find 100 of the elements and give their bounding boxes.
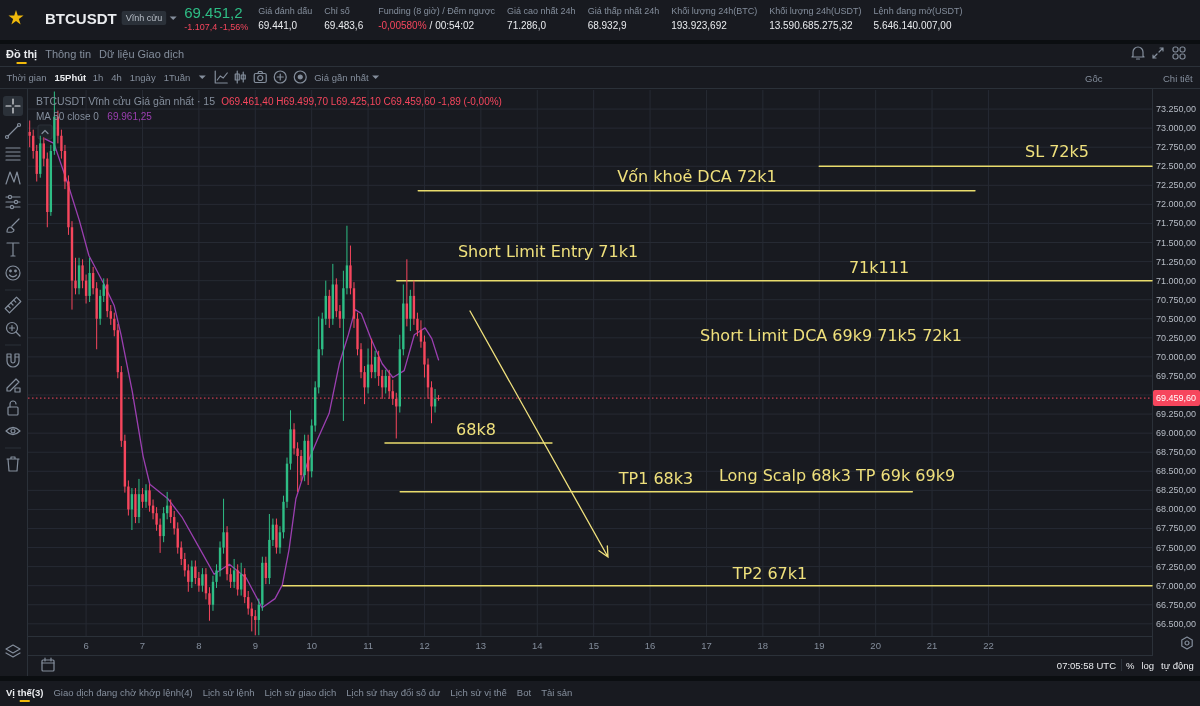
annotation: 71k111 xyxy=(848,257,910,277)
y-tick-label: 71.750,00 xyxy=(1156,218,1197,229)
candlestick xyxy=(162,506,165,543)
annotation: 68k8 xyxy=(456,419,496,439)
text: Bot xyxy=(516,686,532,698)
y-tick-label: 69.750,00 xyxy=(1156,370,1197,381)
x-tick-label: 8 xyxy=(196,639,202,651)
text: log xyxy=(1141,659,1155,671)
y-tick-label: 71.500,00 xyxy=(1156,237,1197,248)
text: Giao dịch đang chờ khớp lệnh(4) xyxy=(53,686,193,698)
x-tick-label: 14 xyxy=(531,639,543,651)
text: Giá đánh dấu xyxy=(258,6,313,16)
y-tick-label: 70.500,00 xyxy=(1156,313,1197,324)
text: 68.932,9 xyxy=(587,19,627,31)
y-tick-label: 69.000,00 xyxy=(1156,428,1197,439)
x-tick-label: 15 xyxy=(588,639,599,651)
text: 15Phút xyxy=(54,71,88,83)
y-tick-label: 67.500,00 xyxy=(1156,542,1197,553)
text: Vĩnh cửu xyxy=(125,13,163,23)
text: 71.286,0 xyxy=(507,19,547,31)
x-tick-label: 22 xyxy=(983,639,994,651)
candlestick xyxy=(236,563,239,597)
text: Giá thấp nhất 24h xyxy=(587,6,660,16)
x-tick-label: 7 xyxy=(139,639,146,651)
text: 07:05:58 UTC xyxy=(1056,659,1117,671)
x-tick-label: 13 xyxy=(475,639,487,651)
y-tick-label: 67.000,00 xyxy=(1156,580,1197,591)
x-tick-label: 19 xyxy=(813,639,825,651)
x-tick-label: 17 xyxy=(701,639,712,651)
text: Chỉ số xyxy=(324,6,350,16)
x-tick-label: 9 xyxy=(252,639,258,651)
candlestick xyxy=(370,338,373,379)
y-tick-label: 67.750,00 xyxy=(1156,523,1197,534)
candlestick xyxy=(328,289,331,329)
y-tick-label: 72.500,00 xyxy=(1156,161,1197,172)
candlestick xyxy=(88,257,91,303)
y-tick-label: 68.000,00 xyxy=(1156,504,1197,515)
candlestick xyxy=(409,289,412,332)
x-tick-label: 12 xyxy=(419,639,430,651)
y-tick-label: 70.750,00 xyxy=(1156,294,1197,305)
x-tick-label: 20 xyxy=(870,639,881,651)
text: Lịch sử giao dịch xyxy=(264,686,337,698)
text: Funding (8 giờ) / Đếm ngược xyxy=(378,6,496,16)
candlestick xyxy=(275,518,278,555)
text: Thời gian xyxy=(6,71,47,83)
text: Khối lượng 24h(USDT) xyxy=(769,6,862,16)
x-tick-label: 11 xyxy=(363,639,374,651)
annotation: O69.461,40 H69.499,70 L69.425,10 C69.459,60 -1,89 (-0,00%) xyxy=(221,95,502,107)
text: % xyxy=(1126,659,1135,671)
text: Giá gần nhất xyxy=(314,71,369,83)
text: Lệnh đang mở(USDT) xyxy=(873,6,963,16)
text: -1.107,4 -1,56% xyxy=(184,22,249,32)
text: BTCUSDT xyxy=(45,9,117,27)
text: 69.483,6 xyxy=(324,19,364,31)
y-tick-label: 73.250,00 xyxy=(1156,104,1197,115)
text: Khối lượng 24h(BTC) xyxy=(671,6,758,16)
y-tick-label: 71.250,00 xyxy=(1156,256,1197,267)
text: Lịch sử vị thế xyxy=(450,686,508,698)
y-tick-label: 72.000,00 xyxy=(1156,199,1197,210)
text: Chi tiết xyxy=(1163,72,1193,84)
text: Gốc xyxy=(1085,72,1103,84)
candlestick xyxy=(141,487,144,509)
y-tick-label: 70.000,00 xyxy=(1156,351,1197,362)
annotation: TP2 67k1 xyxy=(731,563,808,583)
y-tick-label: 68.500,00 xyxy=(1156,466,1197,477)
y-tick-label: 68.750,00 xyxy=(1156,447,1197,458)
text: 1ngày xyxy=(129,71,156,83)
text: Giá cao nhất 24h xyxy=(507,6,576,16)
text: 5.646.140.007,00 xyxy=(873,19,952,31)
text: Dữ liệu Giao dịch xyxy=(99,48,185,60)
y-tick-label: 72.250,00 xyxy=(1156,180,1197,191)
annotation: SL 72k5 xyxy=(1025,141,1089,161)
text: 69.451,2 xyxy=(184,3,243,21)
annotation: Long Scalp 68k3 TP 69k 69k9 xyxy=(718,465,956,485)
x-tick-label: 18 xyxy=(757,639,769,651)
annotation: TP1 68k3 xyxy=(617,468,694,488)
text: Đồ thị xyxy=(6,48,38,61)
text: 1h xyxy=(92,71,104,83)
y-tick-label: 73.000,00 xyxy=(1156,123,1197,134)
text: tự động xyxy=(1161,659,1194,671)
text: Lịch sử thay đổi số dư xyxy=(346,686,441,698)
x-tick-label: 16 xyxy=(644,639,656,651)
y-tick-label: 70.250,00 xyxy=(1156,332,1197,343)
y-tick-label: 66.750,00 xyxy=(1156,599,1197,610)
x-tick-label: 21 xyxy=(926,639,938,651)
text: -0,00580% xyxy=(378,19,427,31)
candlestick xyxy=(377,350,380,387)
y-tick-label: 68.250,00 xyxy=(1156,485,1197,496)
text: Tài sản xyxy=(541,686,573,698)
text: 193.923,692 xyxy=(671,19,728,31)
text: Thông tin xyxy=(45,48,92,60)
y-tick-label: 69.250,00 xyxy=(1156,409,1197,420)
y-tick-label: 67.250,00 xyxy=(1156,561,1197,572)
y-tick-label: 71.000,00 xyxy=(1156,275,1197,286)
candlestick xyxy=(187,563,190,593)
text: Vị thế(3) xyxy=(6,686,44,698)
candlestick xyxy=(169,499,172,524)
text: / 00:54:02 xyxy=(429,19,475,31)
x-tick-label: 6 xyxy=(83,639,89,651)
candlestick xyxy=(201,567,204,593)
